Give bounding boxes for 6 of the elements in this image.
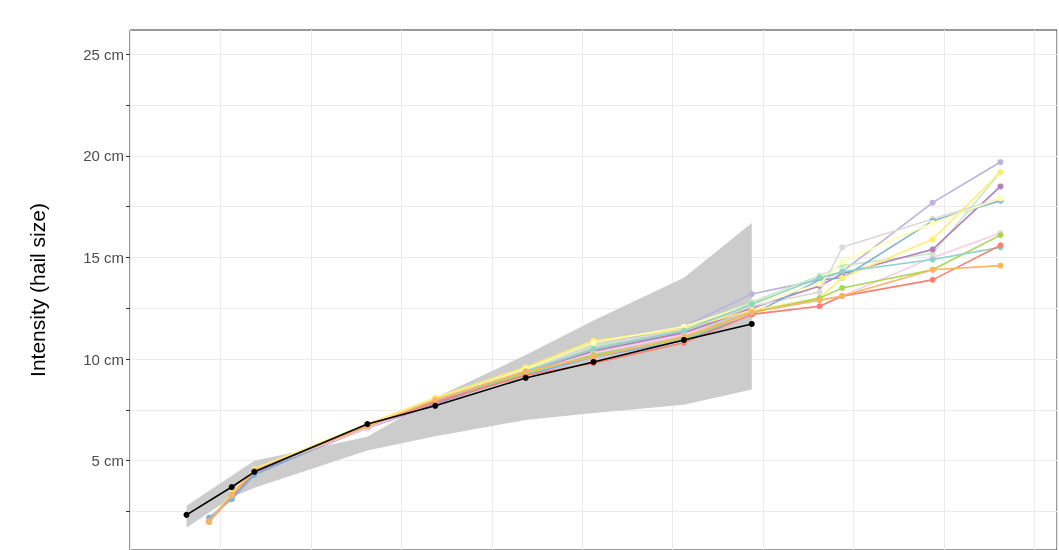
y-axis-title: Intensity (hail size): [26, 203, 49, 377]
y-tick-label: 25 cm: [83, 45, 124, 63]
y-tick-label: 5 cm: [91, 452, 124, 470]
y-tick-label: 10 cm: [83, 350, 124, 368]
y-tick-label: 20 cm: [83, 147, 124, 165]
y-tick-label: 15 cm: [83, 249, 124, 266]
